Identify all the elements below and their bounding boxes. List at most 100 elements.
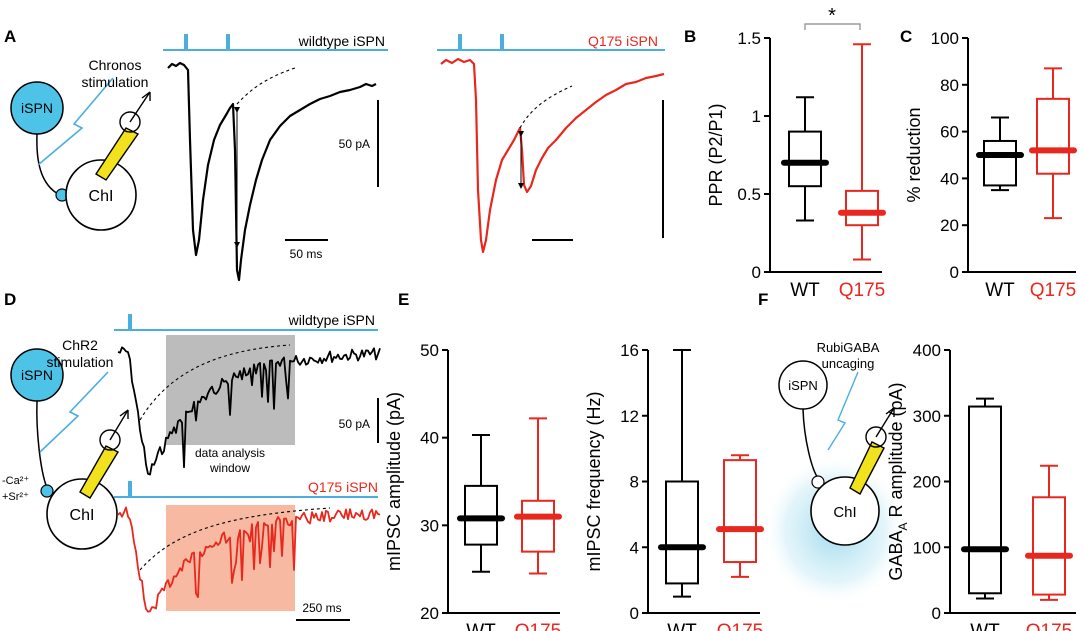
panel-letter-b: B — [684, 27, 696, 46]
y-tick-label: 4 — [630, 538, 639, 557]
electrode-wire — [875, 407, 895, 438]
window-label-2: window — [209, 461, 250, 475]
y-tick-label: 100 — [913, 538, 941, 557]
y-tick-label: 16 — [620, 341, 639, 360]
ispn-label: iSPN — [21, 100, 53, 116]
y-tick-label: 30 — [420, 516, 439, 535]
chart-b-ppr: 0 0.5 1 1.5 PPR (P2/P1) WT Q175 — [706, 29, 886, 301]
pipette-icon — [849, 441, 885, 495]
y-tick-label: 400 — [913, 341, 941, 360]
y-axis-label: mIPSC amplitude (pA) — [384, 392, 404, 571]
y-axis-label: GABAA R amplitude (pA) — [886, 382, 910, 580]
y-axis-label: PPR (P2/P1) — [706, 103, 726, 206]
scale-y-label: 50 pA — [339, 137, 370, 151]
schematic-f: iSPN ChI RubiGABA uncaging — [763, 340, 907, 605]
y-axis-label: % reduction — [904, 107, 924, 202]
y-tick-label: 20 — [420, 604, 439, 623]
x-tick-label: WT — [970, 621, 1000, 631]
box-wt — [781, 96, 829, 222]
y-tick-label: 200 — [913, 473, 941, 492]
box-wt — [658, 349, 706, 598]
significance-star: * — [828, 5, 836, 27]
trace-d-wt: data analysis window wildtype iSPN 50 pA — [114, 312, 381, 476]
x-tick-label: Q175 — [717, 621, 763, 631]
window-label-1: data analysis — [195, 446, 265, 460]
decay-fit — [139, 344, 291, 421]
trace-label: wildtype iSPN — [288, 312, 375, 328]
x-tick-label: WT — [790, 280, 820, 301]
panel-letter-f: F — [758, 290, 768, 309]
stim-label-1: Chronos — [89, 57, 142, 73]
ispn-label: iSPN — [788, 378, 818, 393]
panel-d: D iSPN ChI ChR2 stimulation -Ca²⁺ +Sr²⁺ … — [2, 290, 381, 621]
axon — [36, 400, 48, 489]
axon — [802, 408, 819, 479]
y-tick-label: 40 — [420, 429, 439, 448]
trace-label: Q175 iSPN — [588, 33, 658, 49]
box-wt — [457, 434, 505, 573]
synapse-bouton — [811, 475, 825, 489]
light-bolt-icon — [37, 77, 114, 166]
scale-x-label: 50 ms — [290, 247, 323, 261]
uncage-label-1: RubiGABA — [817, 340, 880, 355]
panel-a: A iSPN ChI Chronos stimulation wildtype … — [4, 27, 665, 282]
current-trace — [440, 57, 665, 254]
pipette-holder-icon — [119, 111, 141, 133]
iqr-box — [845, 189, 879, 227]
trace-a-wt: wildtype iSPN 50 pA 50 ms — [163, 33, 388, 282]
pipette-icon — [95, 127, 140, 181]
current-trace — [117, 506, 381, 613]
ispn-label: iSPN — [21, 367, 53, 383]
box-q175 — [1025, 464, 1073, 601]
iqr-box — [521, 499, 555, 553]
light-bolt-icon — [827, 371, 859, 451]
chart-c-reduction: 0 20 40 60 80 100 % reduction WT Q175 — [904, 29, 1077, 301]
stim-label-2: stimulation — [82, 74, 149, 90]
electrode-arrow-icon — [119, 409, 129, 419]
iqr-box — [983, 139, 1017, 187]
x-tick-label: Q175 — [839, 280, 885, 301]
stim-label-2: stimulation — [47, 354, 114, 370]
iqr-box — [968, 405, 1002, 595]
decay-fit — [236, 67, 296, 105]
y-tick-label: 1.5 — [737, 29, 761, 48]
y-tick-label: 50 — [420, 341, 439, 360]
ion-label-1: -Ca²⁺ — [2, 475, 29, 487]
chi-cell — [810, 476, 880, 546]
scale-y-label: 50 pA — [339, 417, 370, 431]
schematic-a: iSPN ChI Chronos stimulation — [10, 57, 151, 231]
x-tick-label: WT — [466, 621, 496, 631]
pipette-icon — [79, 445, 119, 499]
stim-pulse — [128, 314, 132, 330]
axon — [36, 133, 61, 196]
trace-label: Q175 iSPN — [308, 479, 378, 495]
iqr-box — [788, 130, 822, 188]
y-tick-label: 80 — [940, 76, 959, 95]
trace-label: wildtype iSPN — [298, 33, 385, 49]
chi-cell — [65, 159, 137, 231]
current-trace — [117, 346, 381, 476]
panel-letter-d: D — [4, 290, 16, 309]
electrode-wire — [129, 91, 151, 123]
iqr-box — [1036, 97, 1070, 175]
chi-cell — [46, 478, 118, 550]
x-tick-label: Q175 — [1030, 280, 1076, 301]
chi-label: ChI — [89, 188, 114, 205]
box-q175 — [1029, 67, 1077, 220]
decay-fit — [519, 85, 573, 129]
decay-fit — [139, 507, 331, 571]
scale-x-label: 250 ms — [302, 601, 341, 615]
x-tick-label: WT — [667, 621, 697, 631]
electrode-arrow-icon — [885, 407, 895, 417]
box-wt — [976, 116, 1024, 192]
pipette-holder-icon — [99, 429, 121, 451]
y-tick-label: 0 — [950, 263, 959, 282]
stim-label-1: ChR2 — [62, 337, 98, 353]
significance-bracket: * — [804, 5, 861, 30]
x-tick-label: Q175 — [1026, 621, 1072, 631]
iqr-box — [1032, 496, 1066, 596]
x-tick-label: WT — [985, 280, 1015, 301]
iqr-box — [464, 484, 498, 546]
chart-e-amplitude: 20 30 40 50 mIPSC amplitude (pA) WT Q175 — [384, 341, 562, 631]
